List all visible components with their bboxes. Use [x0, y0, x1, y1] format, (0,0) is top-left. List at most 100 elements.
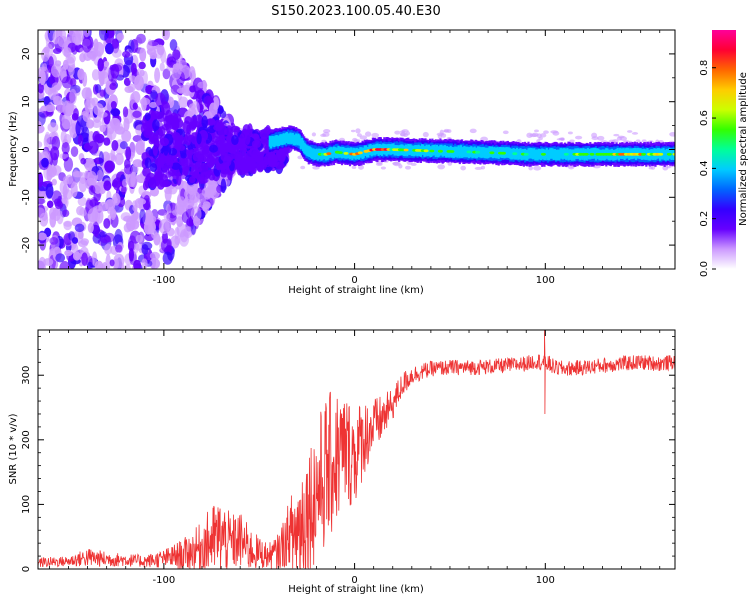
heatmap-cell	[125, 146, 132, 161]
heatmap-cell	[162, 180, 172, 187]
ridge-peak	[429, 149, 435, 153]
heatmap-cell	[648, 166, 654, 170]
ridge-peak	[475, 150, 481, 154]
heatmap-cell	[260, 136, 269, 145]
heatmap-cell	[141, 241, 153, 251]
heatmap-cell	[143, 127, 153, 139]
heatmap-cell	[119, 141, 128, 150]
ridge-peak	[540, 152, 546, 156]
heatmap-cell	[77, 196, 87, 207]
heatmap-cell	[123, 222, 132, 233]
heatmap-cell	[139, 208, 146, 224]
heatmap-cell	[98, 151, 104, 167]
heatmap-cell	[111, 140, 119, 151]
heatmap-cell	[169, 148, 178, 156]
heatmap-cell	[49, 211, 57, 228]
heatmap-cell	[135, 234, 144, 243]
heatmap-cell	[103, 137, 111, 146]
heatmap-cell	[98, 30, 110, 41]
heatmap-cell	[176, 171, 182, 186]
heatmap-cell	[204, 171, 211, 179]
heatmap-cell	[104, 243, 113, 255]
heatmap-cell	[148, 219, 156, 233]
ridge-peak	[423, 149, 429, 153]
heatmap-cell	[355, 128, 361, 134]
heatmap-cell	[129, 219, 140, 230]
heatmap-cell	[92, 131, 100, 143]
colorbar-label: Normalized spectral amplitude	[738, 72, 749, 226]
heatmap-cell	[116, 33, 125, 41]
heatmap-cell	[567, 131, 573, 135]
x-tick-label: 100	[536, 575, 555, 586]
heatmap-cell	[178, 96, 189, 108]
heatmap-cell	[45, 183, 54, 199]
ridge-peak	[326, 152, 332, 156]
heatmap-cell	[230, 125, 241, 133]
heatmap-cell	[132, 159, 143, 168]
heatmap-cell	[371, 132, 380, 138]
heatmap-cell	[596, 135, 605, 141]
heatmap-cell	[87, 208, 98, 224]
heatmap-cell	[63, 156, 74, 172]
heatmap-cell	[143, 194, 151, 211]
heatmap-cell	[103, 180, 112, 191]
heatmap-cell	[51, 178, 57, 186]
heatmap-cell	[127, 240, 135, 252]
heatmap-cell	[190, 206, 202, 222]
heatmap-cell	[405, 165, 411, 170]
heatmap-cell	[147, 39, 153, 55]
heatmap-cell	[87, 140, 99, 154]
heatmap-cell	[132, 110, 142, 118]
heatmap-cell	[38, 198, 46, 205]
heatmap-cell	[132, 102, 138, 110]
heatmap-cell	[149, 162, 158, 173]
colorbar-tick-label: 0.2	[699, 211, 710, 227]
heatmap-cell	[124, 85, 134, 93]
heatmap-cell	[392, 161, 401, 167]
heatmap-cell	[179, 229, 189, 243]
heatmap-cell	[159, 137, 169, 147]
heatmap-cell	[49, 237, 59, 245]
heatmap-cell	[137, 198, 147, 205]
y-tick-label: 10	[21, 95, 32, 108]
ridge-peak	[641, 152, 646, 156]
heatmap-cell	[256, 160, 262, 172]
heatmap-cell	[114, 152, 124, 166]
heatmap-cell	[99, 231, 107, 238]
colorbar-tick-label: 0.4	[699, 160, 710, 176]
colorbar-tick-label: 0.6	[699, 110, 710, 126]
heatmap-cell	[208, 102, 218, 118]
heatmap-cell	[67, 30, 79, 37]
heatmap-cell	[249, 147, 259, 158]
y-tick-label: 200	[21, 430, 32, 449]
y-tick-label: 100	[21, 495, 32, 514]
heatmap-cell	[195, 151, 205, 159]
heatmap-cell	[617, 135, 625, 139]
heatmap-cell	[138, 61, 146, 70]
y-tick-label: 0	[21, 146, 32, 152]
heatmap-cell	[105, 199, 116, 211]
heatmap-cell	[83, 30, 90, 38]
heatmap-cell	[69, 88, 77, 105]
heatmap-cell	[111, 48, 122, 58]
heatmap-cell	[202, 201, 211, 210]
heatmap-cell	[77, 30, 85, 42]
heatmap-cell	[70, 181, 78, 198]
heatmap-cell	[469, 128, 477, 134]
x-tick-label: -100	[153, 575, 176, 586]
heatmap-cell	[122, 178, 128, 188]
heatmap-cell	[96, 169, 104, 182]
heatmap-cell	[70, 146, 79, 157]
heatmap-cell	[109, 209, 117, 218]
y-tick-label: 0	[21, 566, 32, 572]
heatmap-cell	[38, 232, 47, 241]
heatmap-cell	[41, 48, 50, 62]
heatmap-cell	[364, 131, 372, 137]
heatmap-cell	[394, 130, 401, 135]
heatmap-cell	[71, 243, 79, 254]
heatmap-cell	[164, 115, 175, 124]
heatmap-cell	[238, 133, 245, 148]
heatmap-cell	[73, 108, 79, 120]
heatmap-cell	[170, 235, 180, 249]
heatmap-cell	[162, 68, 171, 80]
